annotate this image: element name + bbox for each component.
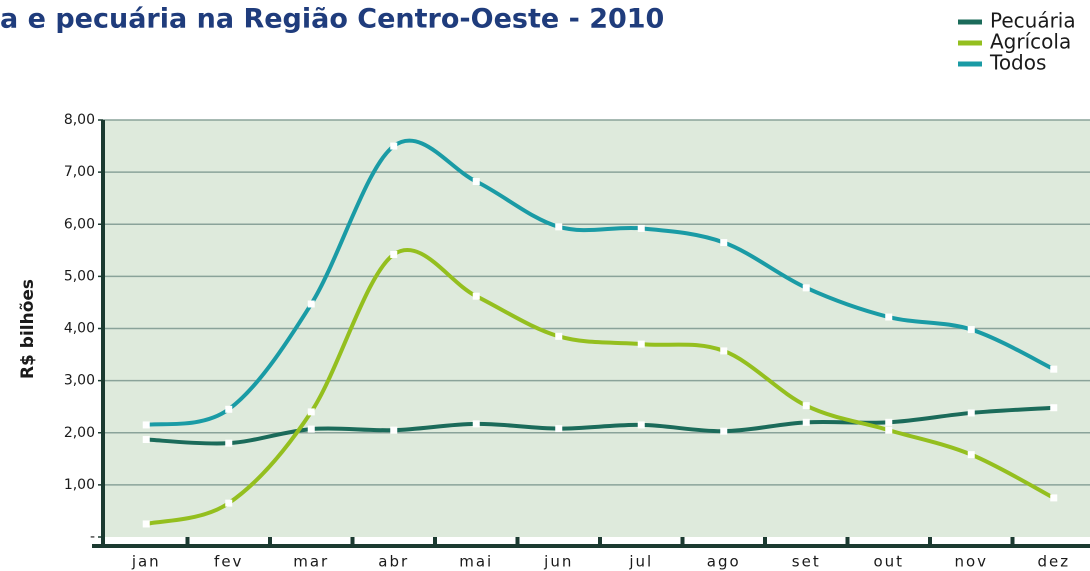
- legend-label: Todos: [989, 51, 1046, 75]
- point-marker: [225, 499, 233, 507]
- x-tick-label: jun: [543, 553, 573, 571]
- point-marker: [720, 238, 728, 246]
- y-tick-label: 7,00: [64, 164, 95, 180]
- x-tick-label: jan: [131, 553, 161, 571]
- y-tick-label: 1,00: [64, 477, 95, 493]
- point-marker: [555, 332, 563, 340]
- point-marker: [390, 426, 398, 434]
- point-marker: [637, 224, 645, 232]
- y-tick-label: 4,00: [64, 321, 95, 337]
- x-tick-label: set: [792, 553, 821, 571]
- point-marker: [885, 313, 893, 321]
- x-tick-label: mai: [459, 553, 493, 571]
- point-marker: [720, 347, 728, 355]
- legend-label: Pecuária: [990, 9, 1076, 33]
- point-marker: [720, 427, 728, 435]
- point-marker: [637, 421, 645, 429]
- x-tick-label: nov: [954, 553, 988, 571]
- y-tick-label: 8,00: [64, 112, 95, 128]
- point-marker: [142, 520, 150, 528]
- y-tick-label: 3,00: [64, 373, 95, 389]
- x-tick-label: dez: [1037, 553, 1070, 571]
- legend-label: Agrícola: [990, 30, 1071, 54]
- point-marker: [472, 178, 480, 186]
- point-marker: [307, 425, 315, 433]
- point-marker: [1050, 494, 1058, 502]
- point-marker: [472, 292, 480, 300]
- x-tick-label: out: [873, 553, 904, 571]
- point-marker: [802, 402, 810, 410]
- point-marker: [967, 409, 975, 417]
- point-marker: [885, 426, 893, 434]
- x-tick-label: abr: [378, 553, 409, 571]
- point-marker: [885, 418, 893, 426]
- point-marker: [142, 436, 150, 444]
- x-tick-label: mar: [293, 553, 329, 571]
- y-tick-label: 5,00: [64, 268, 95, 284]
- point-marker: [390, 142, 398, 150]
- point-marker: [307, 408, 315, 416]
- x-tick-label: fev: [214, 553, 243, 571]
- y-axis-label: R$ bilhões: [18, 279, 38, 379]
- x-tick-label: jul: [628, 553, 653, 571]
- point-marker: [390, 250, 398, 258]
- point-marker: [1050, 365, 1058, 373]
- point-marker: [802, 418, 810, 426]
- point-marker: [1050, 404, 1058, 412]
- point-marker: [802, 284, 810, 292]
- y-tick-label: 6,00: [64, 216, 95, 232]
- point-marker: [967, 451, 975, 459]
- x-tick-label: ago: [707, 553, 741, 571]
- point-marker: [555, 223, 563, 231]
- point-marker: [967, 326, 975, 334]
- point-marker: [225, 405, 233, 413]
- y-tick-label: 2,00: [64, 425, 95, 441]
- point-marker: [637, 340, 645, 348]
- point-marker: [555, 425, 563, 433]
- point-marker: [142, 421, 150, 429]
- y-tick-label: -: [90, 529, 95, 545]
- point-marker: [225, 439, 233, 447]
- point-marker: [472, 420, 480, 428]
- point-marker: [307, 300, 315, 308]
- series-line: [146, 405, 1054, 446]
- chart-title: a e pecuária na Região Centro-Oeste - 20…: [0, 4, 664, 35]
